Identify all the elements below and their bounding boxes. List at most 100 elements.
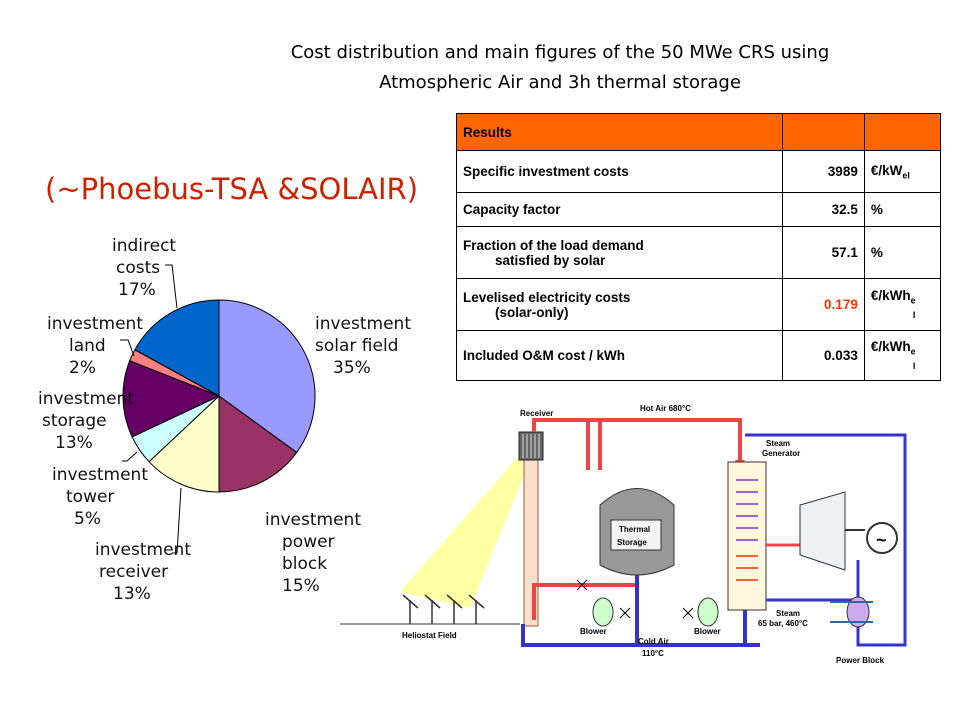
pie-slice-indirect-costs <box>134 299 220 397</box>
pie-label-line: investment <box>315 314 411 334</box>
pie-label-land: investment land 2% <box>47 313 143 379</box>
label-thermal-1: Thermal <box>619 525 650 534</box>
table-cell-value: 0.033 <box>782 330 865 381</box>
generator-symbol: ~ <box>876 530 887 550</box>
table-cell-unit: €/kWhe l <box>863 278 942 331</box>
pie-label-line: 13% <box>55 433 93 453</box>
label-steam-generator-1: Steam <box>766 439 790 448</box>
table-row: Specific investment costs 3989 €/kWel <box>455 150 942 193</box>
pie-label-indirect-costs: indirect costs 17% <box>112 235 176 301</box>
heliostat-icons <box>402 594 485 624</box>
pie-label-line: 17% <box>118 280 156 300</box>
label-blower-2: Blower <box>694 627 721 636</box>
pie-label-line: costs <box>116 258 161 278</box>
page-title: Cost distribution and main figures of th… <box>230 38 890 98</box>
table-header-cell <box>782 113 865 151</box>
generator-icon <box>866 522 898 554</box>
table-cell-value-highlight: 0.179 <box>782 278 865 331</box>
pie-label-storage: investment storage 13% <box>38 388 134 454</box>
unit-tail: l <box>912 360 916 371</box>
cold-air-pipe <box>521 624 760 647</box>
pie-label-line: investment <box>95 540 191 560</box>
row-label: Specific investment costs <box>463 164 629 179</box>
label-cold-air-1: Cold Air <box>638 637 669 646</box>
pie-label-receiver: investment receiver 13% <box>95 539 191 605</box>
label-steam-generator-2: Generator <box>762 449 800 458</box>
table-cell-label: Specific investment costs <box>455 150 784 193</box>
pie-label-power-block: investment power block 15% <box>265 509 361 597</box>
table-row: Capacity factor 32.5 % <box>455 192 942 227</box>
table-cell-value: 3989 <box>782 150 865 193</box>
pie-label-line: land <box>69 336 106 356</box>
pie-label-line: tower <box>66 487 115 507</box>
label-heliostat-field: Heliostat Field <box>402 631 457 640</box>
pie-label-line: storage <box>42 411 107 431</box>
label-receiver: Receiver <box>520 409 553 418</box>
turbine <box>799 491 846 571</box>
row-label: Fraction of the load demand <box>463 237 644 253</box>
condenser <box>846 596 870 628</box>
pie-label-line: indirect <box>112 236 177 256</box>
pie-label-line: investment <box>38 389 134 409</box>
table-cell-label: Fraction of the load demand satisfied by … <box>455 226 784 279</box>
table-row: Levelised electricity costs (solar-only) … <box>455 278 942 331</box>
chart-subtitle: (~Phoebus-TSA &SOLAIR) <box>45 172 419 206</box>
table-row: Fraction of the load demand satisfied by … <box>455 226 942 279</box>
unit-text: €/kW <box>870 162 903 178</box>
pie-label-line: 35% <box>333 358 371 378</box>
table-cell-unit: % <box>863 192 942 227</box>
table-cell-unit: €/kWel <box>863 150 942 193</box>
hot-air-pipe <box>532 418 742 465</box>
table-cell-unit: €/kWhe l <box>863 330 942 381</box>
table-cell-label: Capacity factor <box>455 192 784 227</box>
label-cold-air-2: 110°C <box>642 649 664 658</box>
pie-label-solar-field: investment solar field 35% <box>315 313 411 379</box>
receiver-grid <box>522 434 540 458</box>
table-cell-label: Included O&M cost / kWh <box>455 330 784 381</box>
plant-schematic: Receiver Hot Air 680°C Steam Generator T… <box>340 404 907 665</box>
pie-slices <box>122 299 316 493</box>
row-label: Included O&M cost / kWh <box>463 348 626 363</box>
unit-text: €/kWh <box>870 339 911 355</box>
pie-label-line: investment <box>52 465 148 485</box>
leader-receiver <box>172 487 182 554</box>
pie-leader-lines <box>120 264 182 554</box>
row-label-continued: satisfied by solar <box>495 252 606 268</box>
unit-subscript: el <box>902 170 910 181</box>
table-header-row: Results <box>455 113 942 151</box>
steam-generator <box>727 461 767 611</box>
label-blower-1: Blower <box>580 627 607 636</box>
unit-subscript: e <box>910 295 916 306</box>
blower-1 <box>592 597 614 627</box>
unit-subscript: e <box>910 346 916 357</box>
label-steam-1: Steam <box>776 609 800 618</box>
table-header-cell <box>863 113 942 151</box>
blower-2 <box>697 597 719 627</box>
leader-land <box>120 339 135 357</box>
label-power-block: Power Block <box>836 656 885 665</box>
pie-label-line: 15% <box>282 576 320 596</box>
sunlight-beam <box>400 452 532 608</box>
pie-label-line: investment <box>47 314 143 334</box>
pie-label-line: receiver <box>99 562 169 582</box>
pie-label-line: 2% <box>69 358 96 378</box>
valve-icons <box>576 579 694 619</box>
pie-slice-investment-storage <box>122 360 221 438</box>
steam-generator-coils <box>736 479 758 541</box>
pie-label-tower: investment tower 5% <box>52 464 148 530</box>
leader-indirect-costs <box>165 264 178 309</box>
unit-text: €/kWh <box>870 288 911 304</box>
table-cell-label: Levelised electricity costs (solar-only) <box>455 278 784 331</box>
label-hot-air: Hot Air 680°C <box>640 404 691 413</box>
table-header-cell: Results <box>455 113 784 151</box>
unit-text: % <box>870 202 883 217</box>
table-cell-value: 32.5 <box>782 192 865 227</box>
label-thermal-2: Storage <box>617 538 647 547</box>
pie-slice-investment-solar-field <box>218 299 316 454</box>
label-steam-2: 65 bar, 460°C <box>758 619 808 628</box>
row-label: Capacity factor <box>463 202 561 217</box>
row-label: Levelised electricity costs <box>463 289 631 305</box>
pie-label-line: 5% <box>74 509 101 529</box>
title-line-1: Cost distribution and main figures of th… <box>290 42 830 63</box>
